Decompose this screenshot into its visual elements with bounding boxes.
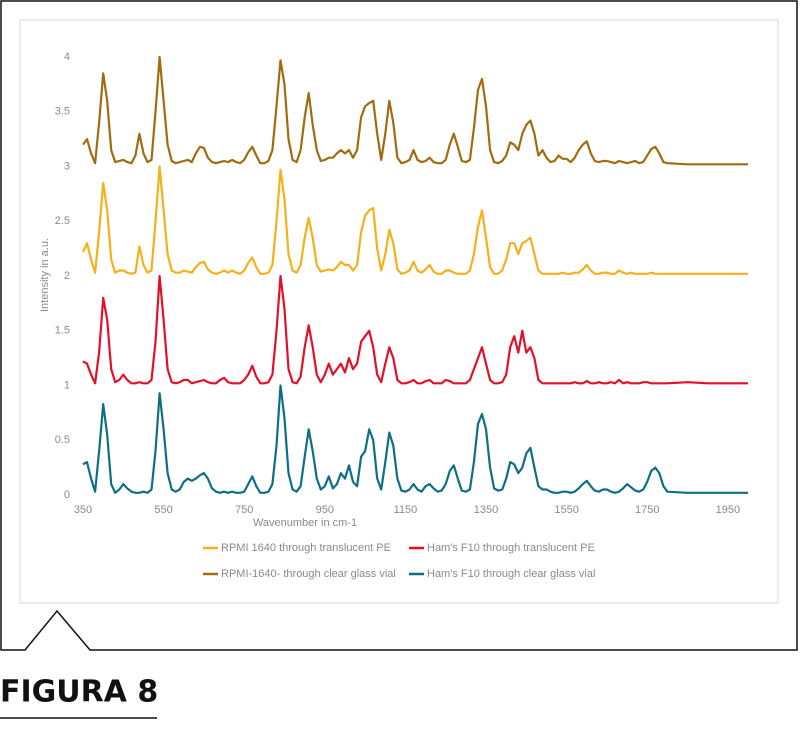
x-axis-label: Wavenumber in cm-1 [253, 517, 357, 529]
series-line [82, 384, 748, 494]
y-tick-label: 0.5 [55, 434, 70, 446]
y-tick-label: 4 [64, 51, 70, 63]
x-tick-label: 350 [74, 504, 92, 516]
x-tick-label: 1950 [716, 504, 740, 516]
x-tick-label: 1750 [635, 504, 659, 516]
legend-label: Ham's F10 through clear glass vial [427, 568, 595, 580]
figure-label: FIGURA 8 [0, 675, 158, 710]
series-line [82, 274, 748, 385]
x-tick-label: 750 [235, 504, 253, 516]
frame [0, 0, 798, 651]
legend-label: Ham's F10 through translucent PE [427, 542, 595, 554]
legend-label: RPMI 1640 through translucent PE [221, 542, 391, 554]
x-tick-label: 1550 [554, 504, 578, 516]
y-tick-label: 0 [64, 489, 70, 501]
series-line [82, 165, 748, 275]
y-axis-label: Intensity in a.u. [39, 238, 51, 312]
y-tick-label: 1.5 [55, 325, 70, 337]
series-line [82, 55, 748, 166]
x-tick-label: 550 [154, 504, 172, 516]
chart-frame [19, 19, 779, 604]
y-tick-label: 2 [64, 270, 70, 282]
y-tick-label: 3 [64, 160, 70, 172]
x-tick-label: 1150 [394, 504, 418, 516]
x-tick-label: 1350 [474, 504, 498, 516]
y-tick-label: 2.5 [55, 215, 70, 227]
x-tick-label: 950 [316, 504, 334, 516]
y-tick-label: 3.5 [55, 106, 70, 118]
y-tick-label: 1 [64, 379, 70, 391]
legend-label: RPMI-1640- through clear glass vial [221, 568, 396, 580]
